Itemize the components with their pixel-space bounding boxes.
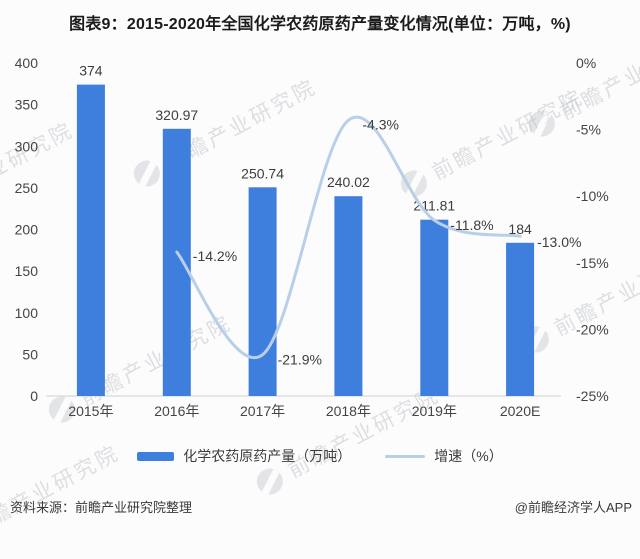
right-axis-tick-label: 0% [576,55,596,71]
rate-value-label: -13.0% [537,234,581,250]
bar-series-swatch-icon [137,451,175,461]
right-axis-tick-label: -25% [576,388,609,404]
bar-2018年 [334,196,363,396]
chart-footer: 资料来源：前瞻产业研究院整理 @前瞻经济学人APP [10,497,632,516]
page-title: 图表9：2015-2020年全国化学农药原药产量变化情况(单位：万吨，%) [69,16,571,33]
bar-value-label: 374 [79,63,103,79]
category-label: 2016年 [154,403,199,419]
bar-2016年 [162,128,191,397]
left-axis-tick-label: 300 [15,138,39,154]
growth-rate-line [175,115,522,360]
rate-value-label: -14.2% [193,248,237,264]
bar-value-label: 250.74 [241,165,284,181]
category-label: 2015年 [68,403,113,419]
left-axis-tick-label: 0 [30,388,38,404]
rate-value-label: -11.8% [450,217,493,233]
bar-2015年 [76,84,105,396]
category-label: 2019年 [412,403,457,419]
left-axis-tick-label: 100 [15,305,39,321]
category-label: 2018年 [326,403,371,419]
rate-value-label: -21.9% [278,352,322,368]
bar-value-label: 240.02 [327,174,370,190]
right-axis-tick-label: -15% [576,255,609,271]
right-axis-tick-label: -10% [576,188,609,204]
source-note: 资料来源：前瞻产业研究院整理 [10,500,193,515]
combo-chart-canvas: 400 350 300 250 200 150 100 50 0 0% -5% -10% -15% -20… [15,55,609,419]
left-axis-tick-label: 400 [15,55,39,71]
bar-2020E [506,242,535,396]
legend-item-growth: 增速（%） [385,446,503,466]
legend-bar-label: 化学农药原药产量（万吨） [183,448,352,464]
legend-line-label: 增速（%） [434,448,503,464]
left-axis-tick-label: 350 [15,97,39,113]
category-label: 2020E [500,403,540,419]
left-axis-tick-label: 200 [15,222,39,238]
bar-2019年 [420,219,449,396]
credit-note: @前瞻经济学人APP [514,500,632,515]
left-axis-tick-label: 250 [15,180,39,196]
left-axis-tick-label: 50 [22,346,38,362]
bar-value-label: 320.97 [155,107,198,123]
qianzhan-logo-icon [252,463,288,500]
right-axis-tick-label: -20% [576,321,609,337]
left-axis-tick-label: 150 [15,263,39,279]
right-axis-tick-label: -5% [576,122,601,138]
rate-value-label: -4.3% [362,116,399,132]
bar-value-label: 184 [508,221,532,237]
line-series-swatch-icon [385,454,426,458]
legend-item-production: 化学农药原药产量（万吨） [137,446,351,466]
chart-legend: 化学农药原药产量（万吨） 增速（%） [0,446,640,466]
category-label: 2017年 [240,403,285,419]
bar-2017年 [248,187,277,396]
